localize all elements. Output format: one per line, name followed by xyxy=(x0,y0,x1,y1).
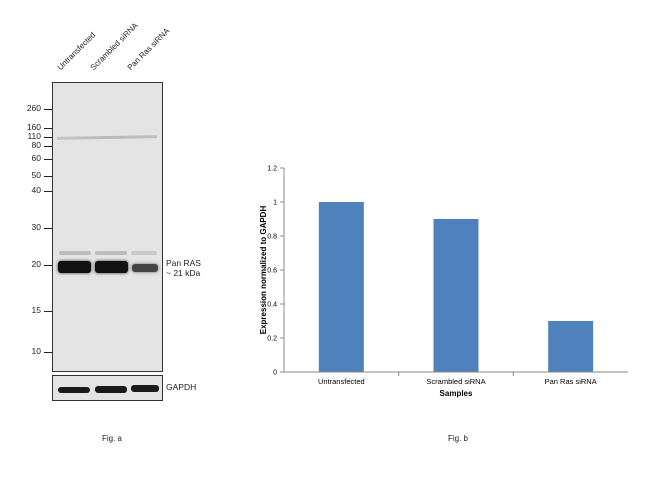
y-tick-label: 1.2 xyxy=(267,166,277,173)
y-axis-title: Expression normalized to GAPDH xyxy=(259,206,268,335)
marker-110: 110 xyxy=(27,131,41,141)
x-tick-label: Untransfected xyxy=(318,377,365,386)
pan-ras-label: Pan RAS ~ 21 kDa xyxy=(166,258,201,278)
marker-30: 30 xyxy=(31,222,41,232)
marker-10: 10 xyxy=(31,346,41,356)
marker-15: 15 xyxy=(31,305,41,315)
y-tick-label: 0 xyxy=(273,370,277,377)
x-axis-title: Samples xyxy=(440,389,473,398)
y-tick-label: 0.6 xyxy=(267,268,277,275)
blot-membrane xyxy=(52,82,163,372)
fig-b-caption: Fig. b xyxy=(448,434,469,443)
y-tick-label: 0.8 xyxy=(267,234,277,241)
y-tick-label: 1 xyxy=(273,200,277,207)
marker-260: 260 xyxy=(26,103,41,113)
pan-ras-label-line1: Pan RAS xyxy=(166,258,201,268)
y-tick-label: 0.2 xyxy=(267,336,277,343)
marker-60: 60 xyxy=(31,153,41,163)
marker-80: 80 xyxy=(31,140,41,150)
band-lane-2 xyxy=(95,261,128,273)
bar-pan-ras-sirna xyxy=(548,321,594,372)
x-tick-label: Scrambled siRNA xyxy=(426,377,485,386)
gapdh-label: GAPDH xyxy=(166,382,197,392)
marker-160: 160 xyxy=(26,122,41,132)
x-tick-label: Pan Ras siRNA xyxy=(545,377,597,386)
y-tick-label: 0.4 xyxy=(267,302,277,309)
pan-ras-label-line2: ~ 21 kDa xyxy=(166,268,201,278)
bar-untransfected xyxy=(318,202,364,372)
band-lane-1 xyxy=(58,261,91,273)
marker-40: 40 xyxy=(31,185,41,195)
marker-50: 50 xyxy=(31,170,41,180)
fig-a-caption: Fig. a xyxy=(102,434,123,443)
bar-scrambled-sirna xyxy=(433,219,479,372)
band-lane-3 xyxy=(132,264,158,272)
gapdh-membrane xyxy=(52,375,163,401)
marker-20: 20 xyxy=(31,259,41,269)
